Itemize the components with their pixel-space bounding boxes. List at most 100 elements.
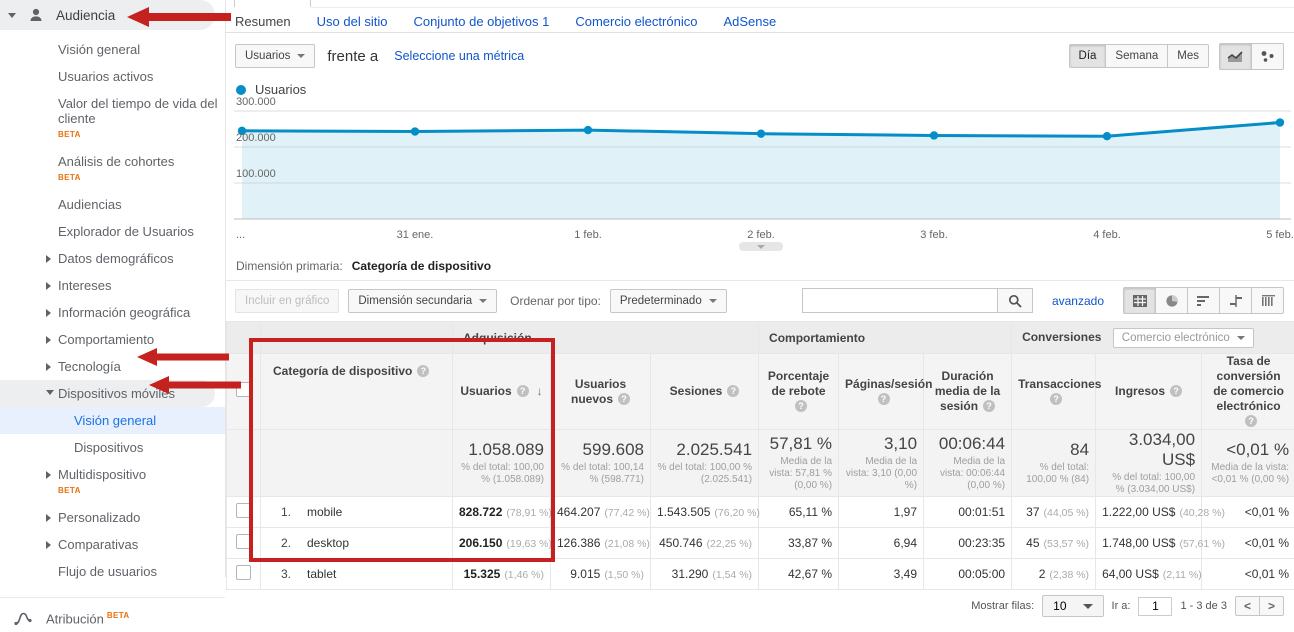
cell-transacciones: 2(2,38 %): [1012, 559, 1096, 590]
chevron-down-icon: [46, 390, 54, 395]
partial-tab: [234, 0, 311, 7]
select-metric-link[interactable]: Seleccione una métrica: [394, 49, 524, 63]
sidebar-item-flujo-usuarios[interactable]: Flujo de usuarios: [0, 558, 225, 585]
help-icon[interactable]: ?: [1245, 415, 1257, 427]
primary-dimension-value[interactable]: Categoría de dispositivo: [352, 259, 491, 273]
beta-badge: BETA: [107, 611, 130, 620]
tab-adsense[interactable]: AdSense: [723, 14, 776, 32]
help-icon[interactable]: ?: [517, 385, 529, 397]
conversions-goal-selector[interactable]: Comercio electrónico: [1113, 328, 1254, 348]
total-usuarios: 1.058.089% del total: 100,00 % (1.058.08…: [453, 430, 551, 497]
sidebar-item-tecnologia[interactable]: Tecnología: [0, 353, 225, 380]
help-icon[interactable]: ?: [795, 400, 807, 412]
row-checkbox[interactable]: [236, 565, 251, 580]
col-header-categoria-dispositivo[interactable]: Categoría de dispositivo?: [261, 354, 453, 430]
pagination-nav: < >: [1235, 596, 1284, 616]
help-icon[interactable]: ?: [417, 365, 429, 377]
sidebar-item-dispositivos[interactable]: Dispositivos: [0, 434, 225, 461]
legend-dot-icon: [236, 85, 246, 95]
sort-by-button[interactable]: Predeterminado: [610, 289, 727, 313]
col-header-usuarios[interactable]: Usuarios?: [453, 354, 551, 430]
col-header-duracion-media[interactable]: Duración media de la sesión?: [924, 354, 1012, 430]
help-icon[interactable]: ?: [983, 400, 995, 412]
sidebar-item-datos-demograficos[interactable]: Datos demográficos: [0, 245, 225, 272]
y-tick-label: 200.000: [236, 132, 276, 144]
metric-selector-button[interactable]: Usuarios: [235, 44, 315, 68]
goto-page-input[interactable]: [1138, 597, 1172, 616]
rows-per-page-select[interactable]: 10: [1042, 595, 1103, 617]
search-button[interactable]: [997, 288, 1033, 313]
granularity-month-button[interactable]: Mes: [1167, 44, 1209, 68]
sidebar-item-informacion-geografica[interactable]: Información geográfica: [0, 299, 225, 326]
prev-page-button[interactable]: <: [1235, 596, 1260, 616]
sidebar-item-comparativas[interactable]: Comparativas: [0, 531, 225, 558]
percentage-view-button[interactable]: [1155, 287, 1188, 314]
x-tick-label: 1 feb.: [574, 229, 602, 241]
group-header-conversiones: Conversiones Comercio electrónico: [1012, 322, 1294, 354]
select-all-checkbox[interactable]: [236, 382, 251, 397]
cell-rebote: 42,67 %: [759, 559, 839, 590]
sidebar-item-comportamiento[interactable]: Comportamiento: [0, 326, 225, 353]
sidebar-item-intereses[interactable]: Intereses: [0, 272, 225, 299]
sidebar-section-audiencia[interactable]: Audiencia: [0, 0, 215, 30]
sidebar-item-vision-general-dispositivos[interactable]: Visión general: [0, 407, 225, 434]
help-icon[interactable]: ?: [878, 393, 890, 405]
bar-chart-icon: [1197, 295, 1211, 307]
sidebar-item-audiencias[interactable]: Audiencias: [0, 191, 225, 218]
next-page-button[interactable]: >: [1259, 596, 1284, 616]
y-tick-label: 100.000: [236, 168, 276, 180]
row-checkbox[interactable]: [236, 534, 251, 549]
sidebar-item-dispositivos-moviles[interactable]: Dispositivos móviles: [0, 380, 215, 407]
cell-transacciones: 37(44,05 %): [1012, 497, 1096, 528]
sidebar-item-usuarios-activos[interactable]: Usuarios activos: [0, 63, 225, 90]
sidebar-item-vision-general[interactable]: Visión general: [0, 36, 225, 63]
col-header-usuarios-nuevos[interactable]: Usuarios nuevos?: [551, 354, 651, 430]
col-header-paginas-sesion[interactable]: Páginas/sesión?: [839, 354, 924, 430]
performance-view-button[interactable]: [1187, 287, 1220, 314]
tab-conjunto-objetivos[interactable]: Conjunto de objetivos 1: [413, 14, 549, 32]
motion-chart-view-button[interactable]: [1251, 43, 1284, 70]
pivot-view-button[interactable]: [1251, 287, 1284, 314]
plot-rows-button[interactable]: Incluir en gráfico: [235, 289, 339, 313]
tab-comercio-electronico[interactable]: Comercio electrónico: [575, 14, 697, 32]
help-icon[interactable]: ?: [618, 393, 630, 405]
y-tick-label: 300.000: [236, 96, 276, 108]
col-header-transacciones[interactable]: Transacciones?: [1012, 354, 1096, 430]
cell-duracion: 00:05:00: [924, 559, 1012, 590]
cell-usuarios-nuevos: 126.386(21,08 %): [551, 528, 651, 559]
granularity-day-button[interactable]: Día: [1069, 44, 1107, 68]
sidebar-section-label: Audiencia: [56, 8, 115, 23]
sidebar-item-explorador-usuarios[interactable]: Explorador de Usuarios: [0, 218, 225, 245]
help-icon[interactable]: ?: [727, 385, 739, 397]
advanced-search-link[interactable]: avanzado: [1052, 294, 1104, 308]
comparison-view-button[interactable]: [1219, 287, 1252, 314]
attribution-icon: [14, 611, 32, 626]
vs-label: frente a: [327, 48, 378, 65]
secondary-dimension-button[interactable]: Dimensión secundaria: [348, 289, 497, 313]
chevron-right-icon: [46, 514, 51, 522]
col-header-sesiones[interactable]: Sesiones?: [651, 354, 759, 430]
help-icon[interactable]: ?: [1050, 393, 1062, 405]
col-header-ingresos[interactable]: Ingresos?: [1096, 354, 1202, 430]
col-header-tasa-conversion[interactable]: Tasa de conversión de comercio electróni…: [1202, 354, 1294, 430]
show-rows-label: Mostrar filas:: [971, 600, 1034, 612]
tab-uso-del-sitio[interactable]: Uso del sitio: [317, 14, 388, 32]
axis-expand-handle[interactable]: [739, 242, 783, 251]
chevron-right-icon: [46, 471, 51, 479]
line-chart-view-button[interactable]: [1219, 43, 1252, 70]
granularity-week-button[interactable]: Semana: [1105, 44, 1168, 68]
table-search-input[interactable]: [802, 288, 998, 313]
tab-resumen[interactable]: Resumen: [235, 14, 291, 32]
x-axis-labels: ...31 ene.1 feb.2 feb.3 feb.4 feb.5 feb.: [234, 228, 1290, 243]
row-checkbox[interactable]: [236, 503, 251, 518]
col-header-porcentaje-rebote[interactable]: Porcentaje de rebote?: [759, 354, 839, 430]
sidebar-item-personalizado[interactable]: Personalizado: [0, 504, 225, 531]
help-icon[interactable]: ?: [1170, 385, 1182, 397]
table-view-button[interactable]: [1123, 287, 1156, 314]
